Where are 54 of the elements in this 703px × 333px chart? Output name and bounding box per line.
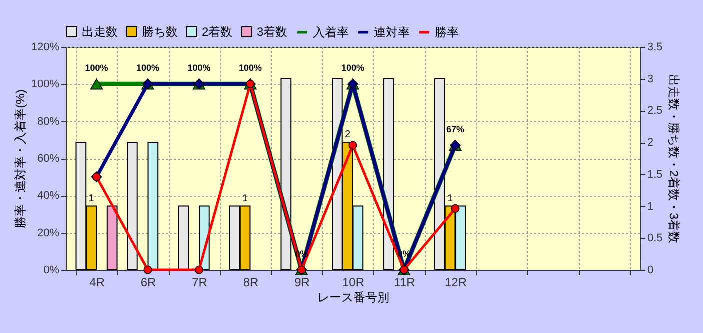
data-label: 100%: [85, 63, 108, 74]
bar: [178, 206, 190, 270]
y-tick-label: 40%: [37, 190, 60, 202]
y2-axis-title: 出走数・勝ち数・2着数・3着数: [666, 74, 681, 244]
bar: [148, 142, 159, 270]
y-tick-label: 120%: [31, 42, 60, 54]
data-label: 0%: [398, 249, 411, 259]
bar: [106, 206, 118, 270]
point: [348, 141, 358, 150]
y-tick-label: 100%: [31, 78, 60, 91]
data-label: 1: [88, 193, 95, 204]
x-tick-label: 12R: [444, 276, 468, 290]
x-tick-label: 6R: [140, 276, 156, 290]
y-tick-label: 60%: [37, 153, 60, 165]
legend-label: 勝率: [435, 26, 459, 40]
legend-label: 出走数: [82, 25, 118, 39]
data-label: 100%: [341, 63, 365, 74]
point: [194, 266, 204, 274]
legend-label: 入着率: [313, 26, 349, 40]
data-label: 1: [448, 193, 454, 204]
x-tick-label: 11R: [394, 276, 416, 290]
data-label: 2: [345, 130, 352, 141]
y2-tick-label: 2.5: [648, 105, 663, 118]
y2-tick-label: 3: [648, 73, 654, 86]
y2-tick-label: 3.5: [648, 42, 663, 54]
data-label: 100%: [238, 63, 262, 74]
y-tick-label: 80%: [37, 116, 60, 128]
y2-tick-label: 0.5: [648, 232, 663, 245]
point: [144, 266, 152, 274]
data-label: 1: [242, 193, 249, 204]
y2-tick-label: 0: [648, 264, 654, 276]
x-tick-label: 9R: [294, 276, 310, 290]
data-label: 100%: [188, 63, 211, 74]
data-label: 0%: [295, 249, 308, 259]
x-tick-label: 8R: [243, 276, 259, 290]
x-tick-label: 7R: [192, 276, 208, 290]
data-label: 67%: [446, 124, 465, 134]
legend-label: 2着数: [202, 25, 233, 39]
x-tick-label: 4R: [90, 276, 106, 290]
legend-label: 連対率: [374, 26, 410, 40]
x-tick-label: 10R: [342, 276, 365, 290]
data-label: 100%: [136, 63, 160, 74]
point: [90, 78, 104, 90]
y-tick-label: 0%: [44, 264, 60, 276]
y2-tick-label: 1.5: [648, 168, 663, 181]
legend-label: 3着数: [257, 25, 288, 39]
y-tick-label: 20%: [37, 227, 60, 240]
y2-tick-label: 1: [648, 200, 654, 213]
y-axis-title: 勝率・連対率・入着率(%): [13, 90, 28, 228]
bar: [127, 142, 138, 270]
point: [451, 204, 460, 213]
x-axis-title: レース番号別: [318, 290, 390, 304]
legend-label: 勝ち数: [142, 25, 178, 39]
y2-tick-label: 2: [648, 137, 654, 150]
